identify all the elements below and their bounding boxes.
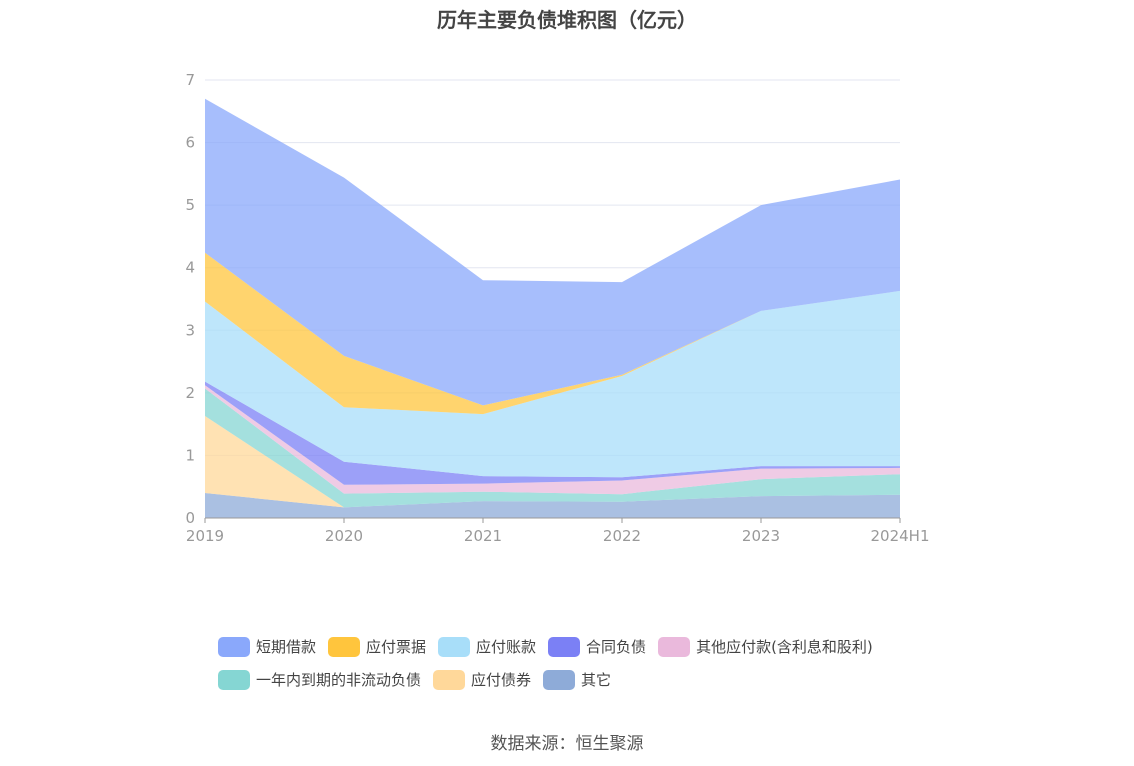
y-tick-label-3: 3: [185, 321, 195, 339]
legend-label: 应付票据: [366, 638, 427, 656]
y-tick-label-7: 7: [185, 71, 195, 89]
legend-item[interactable]: 合同负债: [548, 636, 646, 657]
y-tick-label-2: 2: [185, 384, 195, 402]
legend-swatch: [328, 636, 361, 657]
legend-swatch: [438, 636, 471, 657]
legend-item[interactable]: 应付账款: [438, 636, 536, 657]
chart-title: 历年主要负债堆积图（亿元）: [437, 8, 697, 32]
x-tick-label-5: 2024H1: [871, 527, 930, 545]
legend-swatch: [218, 669, 250, 690]
legend-label: 其他应付款(含利息和股利): [696, 638, 873, 656]
y-tick-label-6: 6: [185, 134, 195, 152]
legend-item[interactable]: 应付债券: [433, 669, 531, 690]
legend-swatch: [658, 636, 691, 657]
area-series-0: [205, 493, 900, 518]
legend-label: 合同负债: [586, 638, 647, 656]
legend-item[interactable]: 短期借款: [218, 636, 316, 657]
area-series-5: [205, 290, 900, 478]
y-tick-label-0: 0: [185, 509, 195, 527]
legend-row: 一年内到期的非流动负债 应付债券 其它: [218, 663, 938, 696]
source-note: 数据来源：恒生聚源: [490, 734, 644, 754]
area-series-6: [205, 252, 900, 415]
legend-swatch: [218, 636, 250, 657]
x-tick-label-4: 2023: [742, 527, 780, 545]
legend-item[interactable]: 应付票据: [328, 636, 426, 657]
area-series-1: [205, 416, 900, 508]
legend-item[interactable]: 一年内到期的非流动负债: [218, 669, 421, 690]
y-tick-label-1: 1: [185, 446, 195, 464]
legend-swatch: [548, 636, 581, 657]
area-layer: [205, 98, 900, 518]
legend-label: 其它: [581, 671, 612, 689]
legend-label: 应付账款: [476, 638, 537, 656]
axis-layer: 0 1 2 3 4 5 6 7 2019 2020 2021 2022 2023 2024H1: [185, 71, 929, 545]
legend-item[interactable]: 其它: [543, 669, 611, 690]
legend-row: 短期借款 应付票据 应付账款 合同负债 其他应付款(含利息和股利): [218, 630, 938, 663]
x-tick-label-2: 2021: [464, 527, 502, 545]
x-tick-label-0: 2019: [186, 527, 224, 545]
legend-swatch: [543, 669, 576, 690]
x-tick-label-1: 2020: [325, 527, 363, 545]
legend-label: 应付债券: [471, 671, 532, 689]
legend-item[interactable]: 其他应付款(含利息和股利): [658, 636, 873, 657]
area-series-7: [205, 98, 900, 406]
legend-swatch: [433, 669, 466, 690]
y-tick-label-4: 4: [185, 259, 195, 277]
y-tick-label-5: 5: [185, 196, 195, 214]
legend-label: 一年内到期的非流动负债: [256, 671, 422, 689]
x-tick-label-3: 2022: [603, 527, 641, 545]
legend: 短期借款 应付票据 应付账款 合同负债 其他应付款(含利息和股利) 一年内到期的非流动负债…: [218, 630, 938, 696]
legend-label: 短期借款: [256, 638, 317, 656]
